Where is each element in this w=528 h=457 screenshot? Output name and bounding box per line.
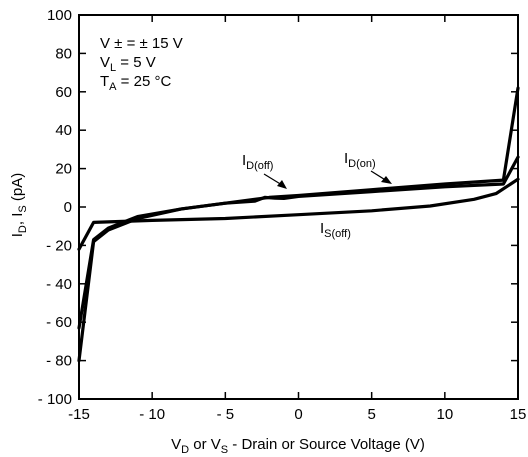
- data-series: [77, 86, 520, 363]
- y-axis-title: ID, IS (pA): [9, 173, 29, 238]
- svg-text:ID(off): ID(off): [242, 152, 273, 172]
- y-tick-label: 100: [47, 7, 72, 24]
- x-title-v1-sub: D: [181, 444, 189, 456]
- x-tick-label: - 10: [139, 406, 165, 423]
- y-tick-label: 80: [55, 45, 72, 62]
- label-id-on-main: I: [344, 150, 348, 167]
- svg-text:VD or VS - Drain or Source Vol: VD or VS - Drain or Source Voltage (V): [171, 436, 425, 456]
- annotation-id-off: ID(off): [238, 148, 300, 189]
- svg-text:ID(on): ID(on): [344, 150, 376, 170]
- x-title-v1: V: [171, 436, 181, 453]
- condition-line: VL = 5 V: [100, 54, 156, 74]
- condition-line: V ± = ± 15 V: [100, 35, 183, 52]
- x-title-rest: - Drain or Source Voltage (V): [228, 436, 425, 453]
- plot-frame: [78, 14, 519, 400]
- annotation-id-on: ID(on): [340, 146, 402, 184]
- y-tick-label: 60: [55, 84, 72, 101]
- y-tick-label: - 60: [46, 314, 72, 331]
- x-tick-label: -15: [68, 406, 90, 423]
- y-tick-label: - 40: [46, 276, 72, 293]
- test-conditions: V ± = ± 15 V VL = 5 VTA = 25 °C: [100, 35, 183, 93]
- arrowhead-id-on: [381, 176, 392, 184]
- label-id-off-sub: D(off): [246, 160, 273, 172]
- x-tick-label: 10: [436, 406, 453, 423]
- condition-line: TA = 25 °C: [100, 73, 171, 93]
- x-tick-label: 0: [294, 406, 302, 423]
- y-tick-label: - 80: [46, 353, 72, 370]
- x-title-mid: or V: [189, 436, 221, 453]
- y-tick-label: 40: [55, 122, 72, 139]
- label-id-off-main: I: [242, 152, 246, 169]
- y-title-i1-sub: D: [17, 225, 29, 233]
- y-tick-label: - 100: [38, 391, 72, 408]
- x-axis-title: VD or VS - Drain or Source Voltage (V): [171, 436, 425, 456]
- annotation-is-off: IS(off): [316, 216, 374, 240]
- y-tick-label: 20: [55, 161, 72, 178]
- series-id-on-line: [77, 86, 520, 363]
- axis-ticks: -15 - 10 - 5 0 5 10 15 - 100 - 80 - 60 - 40 - 20 0 20…: [38, 7, 527, 423]
- x-tick-label: 5: [367, 406, 375, 423]
- y-title-mid: , I: [9, 213, 26, 226]
- arrow-id-off: [263, 173, 283, 186]
- x-title-v2-sub: S: [221, 444, 228, 456]
- svg-text:IS(off): IS(off): [320, 220, 351, 240]
- label-is-off-sub: S(off): [324, 228, 351, 240]
- label-is-off-main: I: [320, 220, 324, 237]
- svg-text:ID, IS (pA): ID, IS (pA): [9, 173, 29, 238]
- arrowhead-id-off: [277, 180, 287, 189]
- y-tick-label: - 20: [46, 237, 72, 254]
- series-is-off-line: [77, 177, 520, 251]
- y-tick-label: 0: [64, 199, 72, 216]
- label-id-on-sub: D(on): [348, 158, 376, 170]
- y-title-i2-sub: S: [17, 205, 29, 212]
- y-title-rest: (pA): [9, 173, 26, 206]
- x-tick-label: - 5: [217, 406, 235, 423]
- condition-box: [94, 30, 208, 98]
- y-title-i1: I: [9, 233, 26, 237]
- x-tick-label: 15: [510, 406, 527, 423]
